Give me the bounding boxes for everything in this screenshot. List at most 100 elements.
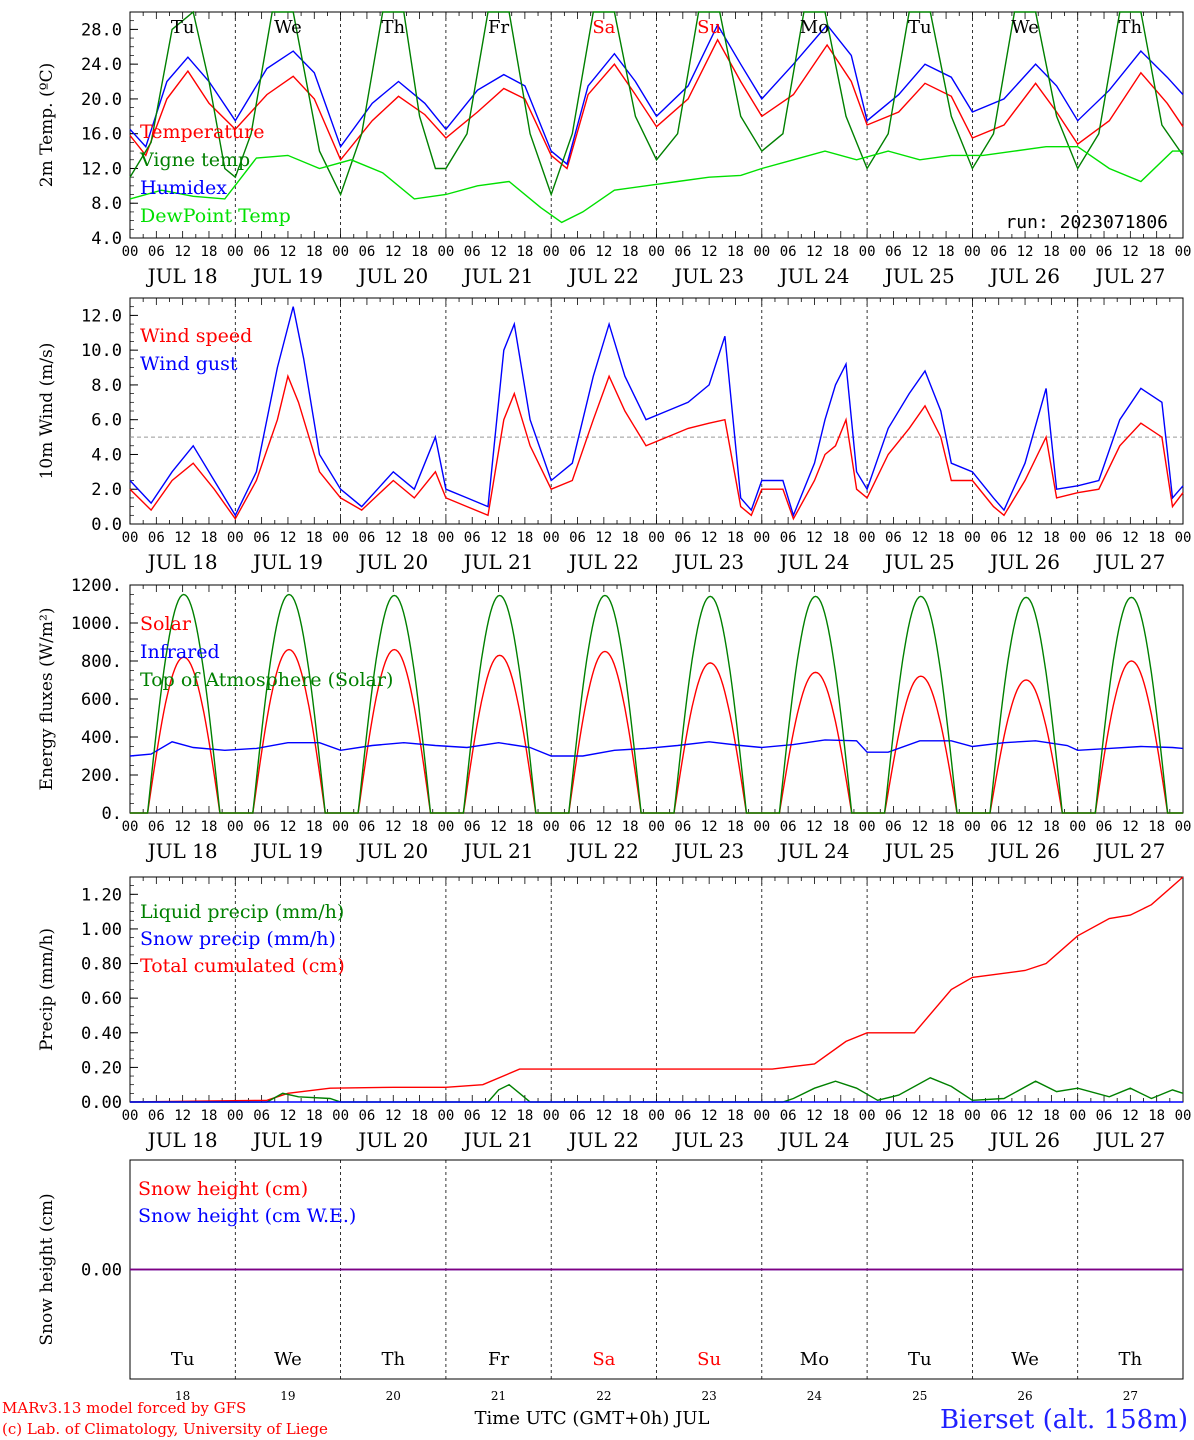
hour-tick-label: 00 [1069, 819, 1086, 835]
legend-entry: DewPoint Temp [140, 205, 291, 227]
hour-tick-label: 00 [227, 819, 244, 835]
hour-tick-label: 00 [332, 530, 349, 546]
hour-tick-label: 12 [1017, 1108, 1034, 1124]
y-tick-label: 0.40 [81, 1024, 122, 1044]
hour-tick-label: 06 [569, 819, 586, 835]
series-line [129, 306, 1184, 518]
day-number-label: 19 [280, 1389, 295, 1403]
hour-tick-label: 00 [227, 244, 244, 260]
weekday-label-top: Su [697, 17, 721, 38]
hour-tick-label: 18 [727, 1108, 744, 1124]
weekday-label-top: Tu [908, 17, 932, 38]
hour-tick-label: 06 [1096, 819, 1113, 835]
legend-entry: Top of Atmosphere (Solar) [140, 669, 393, 691]
hour-tick-label: 00 [753, 530, 770, 546]
hour-tick-label: 18 [1043, 530, 1060, 546]
y-axis-label: Snow height (cm) [37, 1193, 57, 1345]
hour-tick-label: 00 [227, 530, 244, 546]
hour-tick-label: 12 [806, 819, 823, 835]
hour-tick-label: 00 [859, 1108, 876, 1124]
hour-tick-label: 00 [859, 819, 876, 835]
y-tick-label: 4.0 [91, 229, 122, 249]
hour-tick-label: 18 [622, 244, 639, 260]
day-label: JUL 25 [883, 264, 955, 288]
y-tick-label: 0.20 [81, 1058, 122, 1078]
hour-tick-label: 06 [569, 244, 586, 260]
day-label: JUL 27 [1093, 264, 1165, 288]
hour-tick-label: 18 [516, 819, 533, 835]
day-label: JUL 20 [356, 839, 428, 863]
hour-tick-label: 00 [648, 530, 665, 546]
weekday-label-bottom: Mo [800, 1349, 829, 1370]
hour-tick-label: 00 [964, 244, 981, 260]
day-label: JUL 18 [146, 839, 218, 863]
hour-tick-label: 12 [911, 530, 928, 546]
hour-tick-label: 12 [595, 819, 612, 835]
hour-tick-label: 12 [280, 244, 297, 260]
weekday-label-bottom: We [1011, 1349, 1039, 1370]
hour-tick-label: 06 [1096, 244, 1113, 260]
day-label: JUL 27 [1093, 550, 1165, 574]
hour-tick-label: 06 [990, 244, 1007, 260]
weekday-label-top: Mo [800, 17, 829, 38]
hour-tick-label: 06 [148, 530, 165, 546]
hour-tick-label: 12 [385, 819, 402, 835]
hour-tick-label: 00 [543, 530, 560, 546]
series-line [129, 38, 1184, 170]
hour-tick-label: 18 [411, 1108, 428, 1124]
hour-tick-label: 00 [122, 530, 139, 546]
hour-tick-label: 06 [148, 1108, 165, 1124]
hour-tick-label: 18 [938, 244, 955, 260]
hour-tick-label: 18 [201, 1108, 218, 1124]
day-label: JUL 21 [462, 839, 534, 863]
series-line [129, 146, 1183, 224]
day-label: JUL 18 [146, 1128, 218, 1152]
y-axis-label: 2m Temp. (ºC) [37, 63, 57, 188]
hour-tick-label: 12 [595, 244, 612, 260]
hour-tick-label: 12 [490, 819, 507, 835]
legend-entry: Wind gust [140, 353, 238, 375]
hour-tick-label: 00 [227, 1108, 244, 1124]
hour-tick-label: 06 [253, 530, 270, 546]
hour-tick-label: 06 [569, 1108, 586, 1124]
legend-entry: Total cumulated (cm) [140, 955, 345, 977]
y-tick-label: 1200. [71, 576, 122, 596]
y-axis-label: Energy fluxes (W/m²) [37, 608, 57, 791]
hour-tick-label: 00 [1069, 530, 1086, 546]
y-tick-label: 600. [81, 690, 122, 710]
day-number-label: 26 [1017, 1389, 1032, 1403]
day-label: JUL 22 [567, 550, 639, 574]
hour-tick-label: 12 [1122, 244, 1139, 260]
day-number-label: 24 [807, 1389, 823, 1403]
legend-entry: Wind speed [140, 325, 252, 347]
hour-tick-label: 12 [1017, 530, 1034, 546]
panel-3: 0. 200. 400. 600. 800. 1000. 1200. Energy fluxe… [37, 576, 1191, 863]
hour-tick-label: 18 [1148, 244, 1165, 260]
weekday-label-bottom: Tu [171, 1349, 195, 1370]
day-label: JUL 25 [883, 1128, 955, 1152]
weekday-label-top: Th [1119, 17, 1143, 38]
hour-tick-label: 18 [832, 244, 849, 260]
hour-tick-label: 06 [674, 244, 691, 260]
hour-tick-label: 00 [648, 819, 665, 835]
hour-tick-label: 00 [1175, 1108, 1192, 1124]
hour-tick-label: 12 [280, 1108, 297, 1124]
hour-tick-label: 18 [411, 819, 428, 835]
day-number-label: 27 [1123, 1389, 1138, 1403]
hour-tick-label: 00 [753, 819, 770, 835]
day-number-label: 25 [912, 1389, 927, 1403]
hour-tick-label: 00 [1069, 1108, 1086, 1124]
hour-tick-label: 00 [648, 1108, 665, 1124]
day-label: JUL 20 [356, 1128, 428, 1152]
hour-tick-label: 00 [332, 244, 349, 260]
hour-tick-label: 06 [780, 1108, 797, 1124]
hour-tick-label: 06 [990, 530, 1007, 546]
day-label: JUL 22 [567, 839, 639, 863]
y-tick-label: 0.00 [81, 1093, 122, 1113]
y-tick-label: 0.80 [81, 955, 122, 975]
hour-tick-label: 18 [832, 1108, 849, 1124]
day-label: JUL 22 [567, 264, 639, 288]
weekday-label-bottom: Su [697, 1349, 721, 1370]
weekday-label-bottom: Th [1119, 1349, 1143, 1370]
hour-tick-label: 18 [622, 1108, 639, 1124]
